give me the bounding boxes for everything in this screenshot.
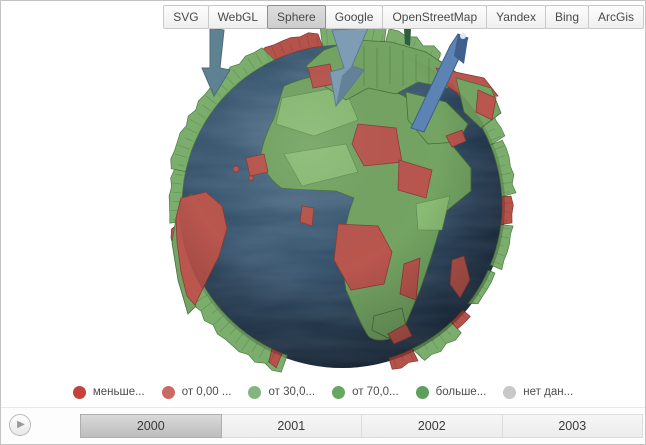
tab-arcgis[interactable]: ArcGis bbox=[588, 5, 644, 29]
legend-color-dot bbox=[503, 385, 517, 399]
legend-item-from-0[interactable]: от 0,00 ... bbox=[161, 385, 232, 399]
globe-visualization[interactable] bbox=[106, 16, 566, 378]
tab-webgl[interactable]: WebGL bbox=[207, 5, 269, 29]
timeline-year-2001[interactable]: 2001 bbox=[220, 414, 362, 438]
timeline: ▶ 2000 2001 2002 2003 bbox=[1, 407, 645, 444]
legend-label: нет дан... bbox=[523, 386, 574, 398]
legend-item-less-than[interactable]: меньше... bbox=[72, 385, 145, 399]
legend-label: от 70,0... bbox=[352, 386, 399, 398]
legend-color-dot bbox=[248, 385, 262, 399]
provider-tabbar: SVG WebGL Sphere Google OpenStreetMap Ya… bbox=[163, 5, 644, 29]
play-icon: ▶ bbox=[17, 419, 25, 430]
tab-openstreetmap[interactable]: OpenStreetMap bbox=[382, 5, 488, 29]
timeline-year-2003[interactable]: 2003 bbox=[501, 414, 643, 438]
legend-label: меньше... bbox=[92, 386, 145, 398]
legend-color-dot bbox=[72, 385, 86, 399]
tab-sphere[interactable]: Sphere bbox=[267, 5, 326, 29]
legend-label: от 0,00 ... bbox=[181, 386, 232, 398]
tab-yandex[interactable]: Yandex bbox=[486, 5, 546, 29]
legend-item-greater[interactable]: больше... bbox=[415, 385, 487, 399]
legend-item-from-70[interactable]: от 70,0... bbox=[332, 385, 399, 399]
timeline-year-2002[interactable]: 2002 bbox=[361, 414, 503, 438]
legend-color-dot bbox=[161, 385, 175, 399]
legend-label: больше... bbox=[435, 386, 487, 398]
tab-google[interactable]: Google bbox=[324, 5, 384, 29]
tab-svg[interactable]: SVG bbox=[163, 5, 209, 29]
globe-canvas bbox=[168, 16, 517, 373]
timeline-years: 2000 2001 2002 2003 bbox=[80, 414, 643, 438]
legend-item-no-data[interactable]: нет дан... bbox=[503, 385, 574, 399]
legend-label: от 30,0... bbox=[268, 386, 316, 398]
tab-bing[interactable]: Bing bbox=[544, 5, 589, 29]
legend-color-dot bbox=[332, 385, 346, 399]
play-button[interactable]: ▶ bbox=[9, 414, 31, 436]
extrusion-towers bbox=[201, 27, 469, 133]
legend: меньше... от 0,00 ... от 30,0... от 70,0… bbox=[1, 382, 645, 402]
timeline-year-2000[interactable]: 2000 bbox=[80, 414, 222, 438]
legend-item-from-30[interactable]: от 30,0... bbox=[248, 385, 316, 399]
legend-color-dot bbox=[415, 385, 429, 399]
